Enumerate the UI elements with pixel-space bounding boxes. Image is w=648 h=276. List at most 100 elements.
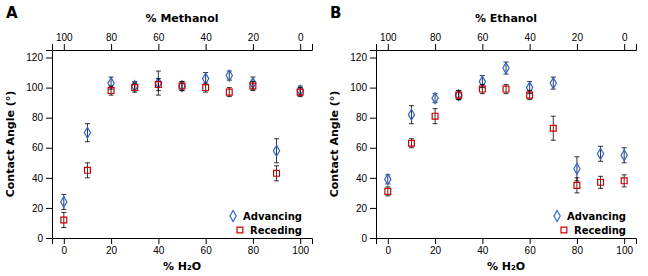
tick: 0 (298, 32, 304, 50)
tick-mark (206, 44, 207, 50)
tick-label: 60 (525, 245, 537, 256)
error-bar (551, 116, 556, 140)
error-bar (504, 85, 509, 94)
error-bar (180, 82, 185, 91)
tick: 120 (350, 52, 376, 63)
series (385, 85, 627, 196)
legend: AdvancingReceding (554, 211, 626, 236)
tick: 100 (350, 82, 376, 93)
tick-mark (624, 238, 625, 244)
series (385, 62, 628, 185)
point (503, 63, 509, 74)
tick-label: 100 (26, 82, 43, 93)
point (598, 179, 604, 185)
tick: 20 (430, 238, 442, 256)
tick: 20 (572, 32, 584, 50)
series (61, 79, 303, 228)
tick-mark (370, 88, 376, 89)
point (297, 89, 303, 95)
error-bar (385, 187, 390, 196)
tick-label: 0 (622, 32, 628, 43)
tick: 20 (106, 238, 118, 256)
tick-label: 80 (106, 32, 118, 43)
error-bar (433, 94, 438, 103)
error-bar (298, 88, 303, 97)
tick: 0 (361, 233, 376, 244)
tick: 120 (26, 52, 52, 63)
error-bar (180, 82, 185, 91)
tick-label: 0 (37, 233, 43, 244)
x-axis: 020406080100 (53, 238, 313, 256)
tick-mark (388, 238, 389, 244)
tick: 80 (32, 112, 52, 123)
point (385, 174, 391, 185)
point (621, 150, 627, 161)
tick-label: 60 (201, 245, 213, 256)
legend-label: Receding (250, 225, 302, 236)
tick-label: 0 (298, 32, 304, 43)
tick: 40 (356, 173, 376, 184)
point (250, 83, 256, 89)
tick: 100 (616, 238, 633, 256)
error-bar (433, 109, 438, 124)
tick-mark (530, 238, 531, 244)
tick-mark (253, 238, 254, 244)
error-bar (622, 175, 627, 187)
tick: 60 (32, 142, 52, 153)
point (61, 196, 67, 207)
point (432, 93, 438, 104)
tick-label: 80 (572, 245, 584, 256)
tick-label: 60 (477, 32, 489, 43)
tick-mark (435, 238, 436, 244)
tick: 100 (292, 238, 309, 256)
error-bar (385, 175, 390, 184)
error-bar (61, 212, 66, 227)
error-bar (203, 83, 208, 92)
tick-mark (206, 238, 207, 244)
point (297, 85, 303, 96)
tick-mark (482, 238, 483, 244)
point (203, 73, 209, 84)
tick-mark (577, 238, 578, 244)
y-axis-title: Contact Angle (°) (328, 91, 341, 198)
axis-domain (53, 239, 313, 245)
error-bar (527, 91, 532, 100)
panel: 020406080100100806040200020406080100120%… (328, 4, 637, 273)
point (203, 85, 209, 91)
error-bar (504, 62, 509, 74)
plot: 020406080100100806040200020406080100120%… (4, 12, 313, 273)
tick: 100 (26, 82, 52, 93)
tick-label: 80 (32, 112, 44, 123)
tick: 20 (356, 203, 376, 214)
plot: 020406080100100806040200020406080100120%… (328, 12, 637, 273)
legend-symbol (237, 227, 243, 233)
point (409, 140, 415, 146)
tick-mark (370, 178, 376, 179)
x-axis-title: % H₂O (163, 260, 201, 273)
point (479, 86, 485, 92)
tick-mark (435, 44, 436, 50)
tick-label: 100 (56, 32, 73, 43)
error-bar (551, 77, 556, 89)
tick-label: 40 (356, 173, 368, 184)
legend-label: Receding (574, 225, 626, 236)
point (85, 167, 91, 173)
legend-item: Receding (561, 225, 626, 236)
tick-mark (300, 238, 301, 244)
tick-mark (158, 44, 159, 50)
tick-mark (46, 58, 52, 59)
error-bar (109, 86, 114, 95)
panel-label: A (6, 4, 18, 22)
x-axis-title: % H₂O (487, 260, 525, 273)
x2-axis: 100806040200 (53, 32, 313, 51)
tick-label: 0 (62, 245, 68, 256)
point (527, 92, 533, 98)
tick-label: 40 (525, 32, 537, 43)
tick: 80 (572, 238, 584, 256)
panel-label: B (330, 4, 341, 22)
tick-mark (46, 148, 52, 149)
error-bar (574, 178, 579, 193)
tick-label: 40 (201, 32, 213, 43)
error-bar (156, 71, 161, 95)
error-bar (85, 163, 90, 178)
